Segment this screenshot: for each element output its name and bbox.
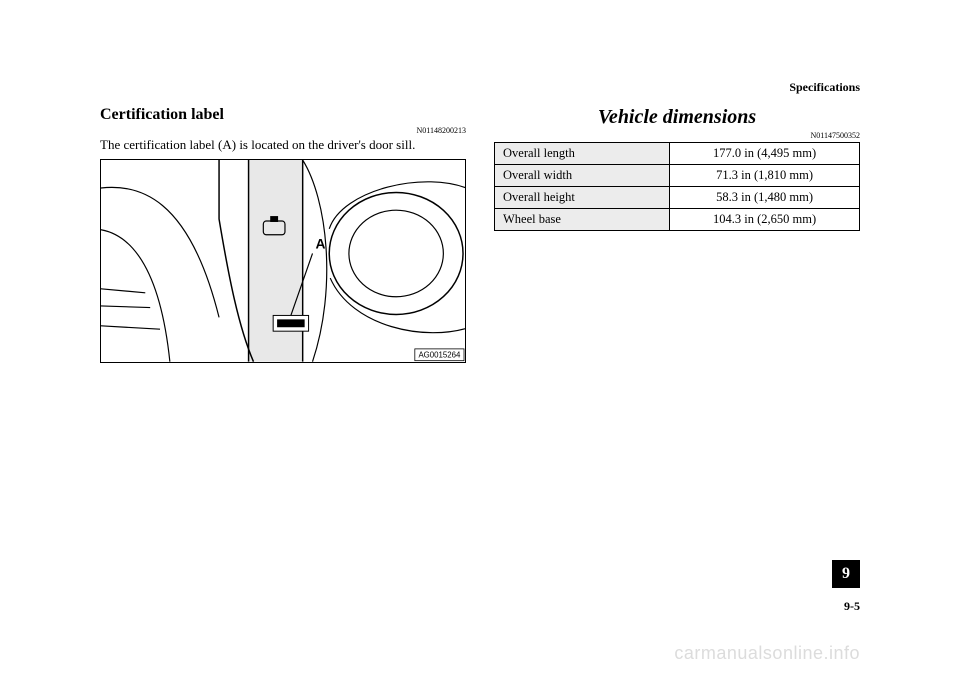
spec-label: Overall height — [495, 187, 670, 209]
certification-label-text: The certification label (A) is located o… — [100, 137, 466, 153]
vehicle-dimensions-heading: Vehicle dimensions — [494, 106, 860, 129]
figure-callout-a: A — [315, 237, 325, 252]
page-number: 9-5 — [844, 599, 860, 614]
left-column: Certification label N01148200213 The cer… — [100, 106, 466, 363]
vehicle-dimensions-table: Overall length 177.0 in (4,495 mm) Overa… — [494, 142, 860, 231]
manual-page: Specifications Certification label N0114… — [0, 0, 960, 678]
certification-label-ref: N01148200213 — [100, 126, 466, 135]
certification-label-heading: Certification label — [100, 106, 466, 124]
table-row: Overall height 58.3 in (1,480 mm) — [495, 187, 860, 209]
door-sill-diagram: A AG0015264 — [101, 160, 465, 362]
two-column-layout: Certification label N01148200213 The cer… — [100, 106, 860, 363]
table-row: Wheel base 104.3 in (2,650 mm) — [495, 209, 860, 231]
spec-value: 58.3 in (1,480 mm) — [670, 187, 860, 209]
table-row: Overall length 177.0 in (4,495 mm) — [495, 143, 860, 165]
certification-label-figure: A AG0015264 — [100, 159, 466, 363]
spec-value: 177.0 in (4,495 mm) — [670, 143, 860, 165]
section-title: Specifications — [789, 80, 860, 95]
right-column: Vehicle dimensions N01147500352 Overall … — [494, 106, 860, 363]
chapter-thumb-tab: 9 — [832, 560, 860, 588]
watermark: carmanualsonline.info — [674, 643, 860, 664]
vehicle-dimensions-ref: N01147500352 — [494, 131, 860, 140]
spec-label: Wheel base — [495, 209, 670, 231]
spec-label: Overall length — [495, 143, 670, 165]
spec-value: 104.3 in (2,650 mm) — [670, 209, 860, 231]
table-row: Overall width 71.3 in (1,810 mm) — [495, 165, 860, 187]
spec-label: Overall width — [495, 165, 670, 187]
spec-value: 71.3 in (1,810 mm) — [670, 165, 860, 187]
figure-ref: AG0015264 — [418, 351, 461, 360]
